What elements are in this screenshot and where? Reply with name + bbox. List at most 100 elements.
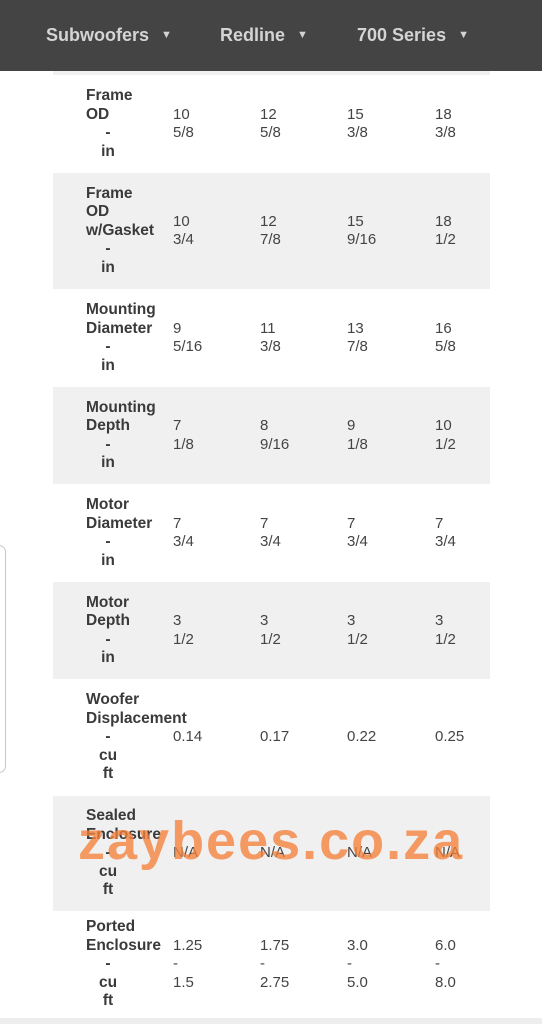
row-label: Ported Enclosure - cu ft <box>86 911 174 1018</box>
cell-value-line: 15 <box>347 105 364 123</box>
cell-value-line: 6.0 <box>435 936 456 954</box>
scroll-handle[interactable] <box>0 545 6 773</box>
table-cell: 6.0-8.0 <box>435 911 456 1018</box>
cell-value-line: 7 <box>435 514 444 532</box>
cell-value-line: 7 <box>260 514 269 532</box>
cell-value-line: - <box>260 955 265 973</box>
cell-value-line: 3 <box>173 612 182 629</box>
cell-value-line: 12 <box>260 212 277 230</box>
cell-value-line: 5.0 <box>347 973 368 991</box>
cell-value-line: 8.0 <box>435 973 456 991</box>
cell-value-line: 9/16 <box>347 231 377 248</box>
row-unit-line: in <box>101 356 115 374</box>
cell-value-line: 7/8 <box>260 231 281 248</box>
cell-value-line: 7 <box>347 514 356 532</box>
row-label-line: Diameter <box>86 514 153 532</box>
cell-value-line: 0.22 <box>347 728 377 746</box>
cell-value-line: 1/8 <box>347 435 368 453</box>
table-row: Motor Diameter - in 7 3/4 7 3/4 7 3/4 7 3/4 <box>53 484 490 582</box>
cell-value-line: 0.17 <box>260 728 290 746</box>
row-label: Mounting Depth - in <box>86 387 174 484</box>
cell-value-line: 10 <box>435 417 452 434</box>
cell-value-line: 1/2 <box>435 630 456 648</box>
table-cell: 1.75-2.75 <box>260 911 289 1018</box>
cell-value-line: - <box>347 955 352 973</box>
table-cell: 7 3/4 <box>260 484 281 582</box>
row-unit-line: - <box>105 240 111 258</box>
caret-down-icon: ▼ <box>297 29 308 41</box>
row-label-line: Motor <box>86 496 130 513</box>
row-unit: - in <box>86 533 130 570</box>
table-cell: 0.25 <box>435 679 464 796</box>
nav-label: 700 Series <box>357 24 447 45</box>
cell-value-line: 3/4 <box>173 231 194 248</box>
row-unit: - cu ft <box>86 955 130 1011</box>
table-cell: 3 1/2 <box>347 582 368 679</box>
row-label-line: Motor <box>86 593 130 611</box>
cell-value-line: N/A <box>347 844 373 862</box>
row-label-line: OD <box>86 203 110 221</box>
table-cell: 10 1/2 <box>435 387 456 484</box>
cell-value-line: 1/2 <box>435 231 456 248</box>
caret-down-icon: ▼ <box>161 29 172 41</box>
row-label-line: Frame <box>86 87 133 104</box>
cell-value-line: 3 <box>347 612 356 629</box>
cell-value-line: 3/8 <box>260 338 281 355</box>
cell-value-line: 7 <box>173 417 182 434</box>
table-cell: N/A <box>347 796 372 911</box>
cell-value-line: 9/16 <box>260 435 290 453</box>
row-label-line: w/Gasket <box>86 221 155 239</box>
table-row: Ported Enclosure - cu ft 1.25-1.5 1.75-2.75 3.0… <box>53 911 490 1018</box>
table-cell: N/A <box>173 796 198 911</box>
table-cell: 12 7/8 <box>260 173 281 289</box>
table-cell: 7 3/4 <box>435 484 456 582</box>
nav-dropdown-700-series[interactable]: 700 Series ▼ <box>357 21 469 49</box>
table-cell: 9 1/8 <box>347 387 368 484</box>
row-label: Motor Diameter - in <box>86 484 174 582</box>
caret-down-icon: ▼ <box>458 29 469 41</box>
cell-value-line: 2.75 <box>260 973 290 991</box>
row-unit-line: - <box>105 955 111 973</box>
cell-value-line: 13 <box>347 319 364 337</box>
cell-value-line: 1/8 <box>173 435 194 453</box>
table-cell: 10 5/8 <box>173 75 194 173</box>
row-label-line: Depth <box>86 417 130 434</box>
cell-value-line: 3/4 <box>173 533 194 550</box>
row-unit-line: in <box>101 551 115 569</box>
cell-value-line: 0.14 <box>173 728 203 746</box>
previous-row-edge <box>53 71 490 75</box>
cell-value-line: 9 <box>173 319 182 337</box>
watermark-text: zaybees.co.za <box>78 811 465 871</box>
row-unit: - in <box>86 631 130 668</box>
table-row: Frame OD - in 10 5/8 12 5/8 15 3/8 18 3/8 <box>53 75 490 173</box>
table-cell: 3 1/2 <box>260 582 281 679</box>
row-unit-line: - <box>105 630 111 648</box>
table-cell: N/A <box>435 796 460 911</box>
table-cell: 15 9/16 <box>347 173 376 289</box>
cell-value-line: 1/2 <box>435 435 456 453</box>
row-unit-line: - <box>105 435 111 453</box>
row-label-line: Woofer <box>86 691 140 709</box>
row-label: Sealed Enclosure - cu ft <box>86 796 174 911</box>
table-cell: 15 3/8 <box>347 75 368 173</box>
nav-dropdown-subwoofers[interactable]: Subwoofers ▼ <box>46 21 172 49</box>
cell-value-line: 1.25 <box>173 936 203 954</box>
table-cell: 7 3/4 <box>173 484 194 582</box>
cell-value-line: 9 <box>347 417 356 434</box>
cell-value-line: 8 <box>260 417 269 434</box>
table-cell: 18 1/2 <box>435 173 456 289</box>
cell-value-line: N/A <box>260 844 286 862</box>
cell-value-line: 16 <box>435 319 452 337</box>
nav-label: Subwoofers <box>46 24 150 45</box>
row-unit-line: - <box>105 533 111 550</box>
row-unit-line: - <box>105 338 111 355</box>
table-row: Woofer Displacement - cu ft 0.14 0.17 0.22 0.25 <box>53 679 490 796</box>
row-label-line: Mounting <box>86 398 156 416</box>
row-label: Frame OD - in <box>86 75 174 173</box>
table-cell: 0.14 <box>173 679 202 796</box>
row-unit-line: - <box>105 728 111 746</box>
row-label-line: Diameter <box>86 319 153 337</box>
table-row: Motor Depth - in 3 1/2 3 1/2 3 1/2 3 1/2 <box>53 582 490 679</box>
nav-dropdown-redline[interactable]: Redline ▼ <box>220 21 308 49</box>
next-row-edge <box>0 1018 542 1024</box>
